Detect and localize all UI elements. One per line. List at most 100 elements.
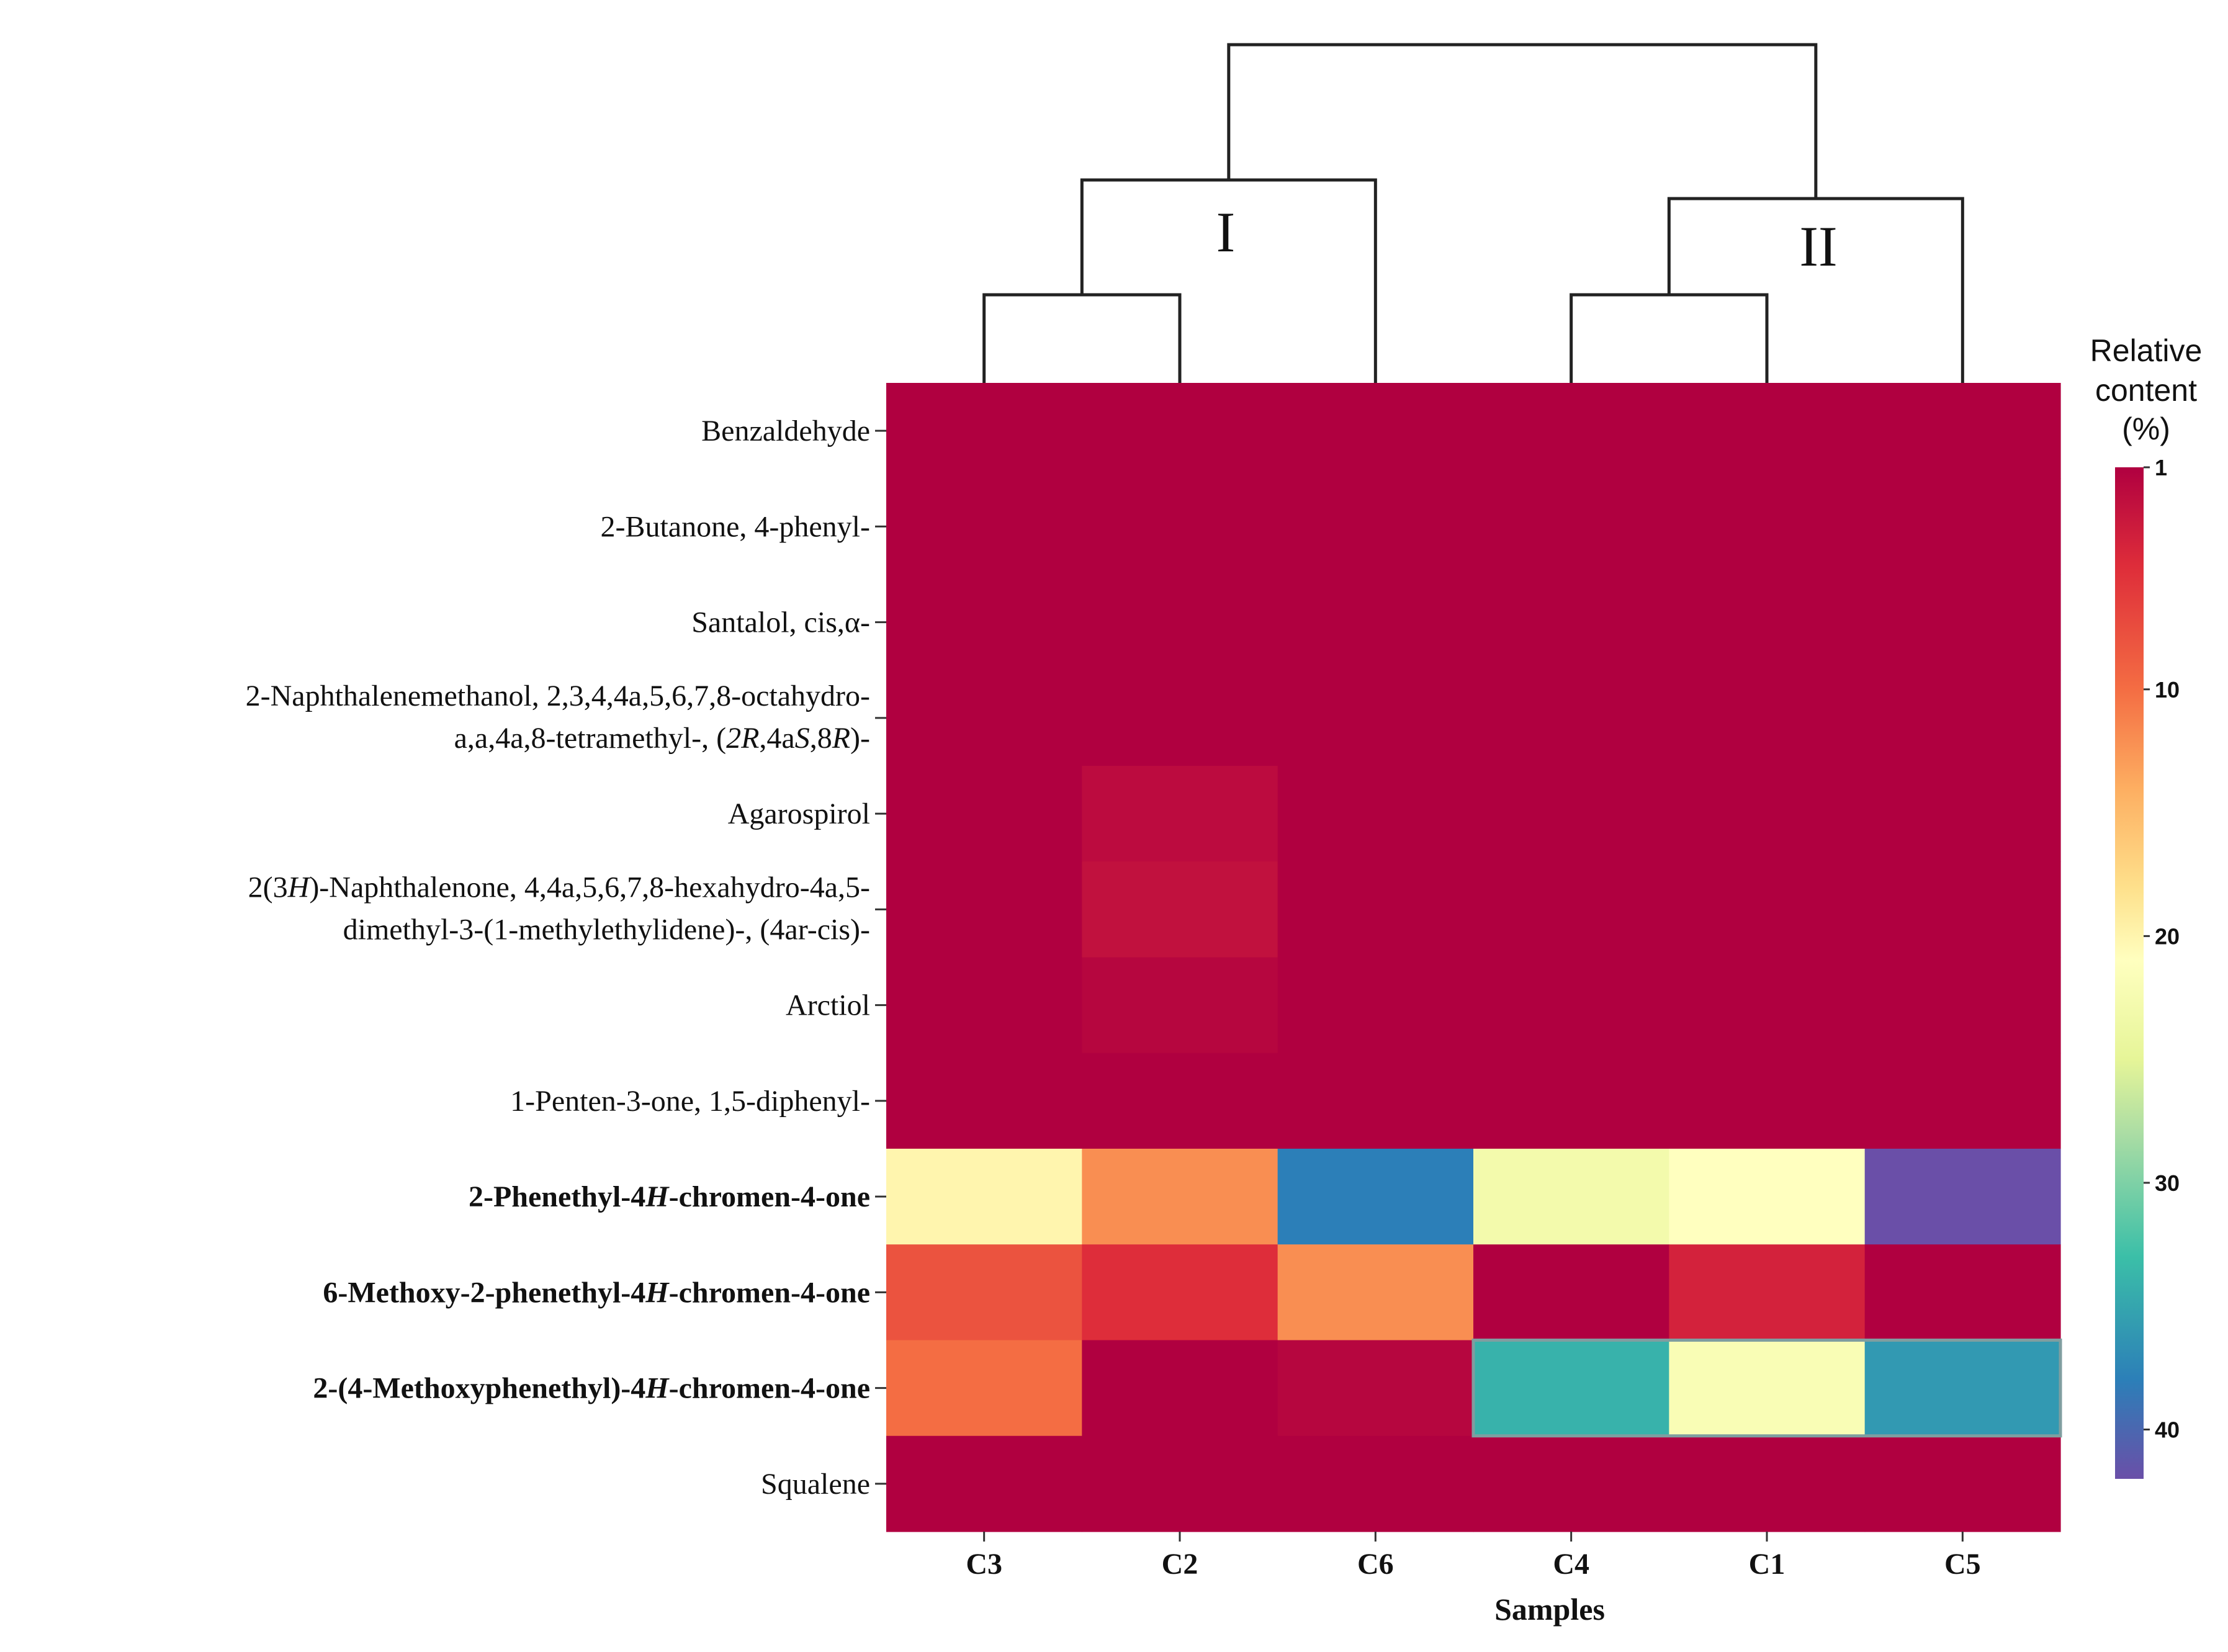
heatmap-cell: [1277, 574, 1474, 671]
heatmap-cell: [1864, 383, 2061, 479]
column-label: C6: [1357, 1548, 1394, 1581]
heatmap-cell: [1669, 1244, 1866, 1341]
row-label: Agarospirol: [728, 797, 870, 830]
heatmap-cell: [1864, 766, 2061, 862]
row-label: 2-Phenethyl-4H-chromen-4-one: [469, 1180, 870, 1213]
column-label: C5: [1944, 1548, 1981, 1581]
row-labels: Benzaldehyde 2-Butanone, 4-phenyl- Santalo…: [246, 415, 886, 1501]
dendrogram-link: [1227, 43, 1818, 199]
heatmap-cell: [1864, 1053, 2061, 1149]
heatmap-cell: [1473, 1149, 1669, 1245]
heatmap-cell: [1082, 670, 1278, 766]
row-label: 1-Penten-3-one, 1,5-diphenyl-: [510, 1085, 870, 1118]
colorbar-tick-label: 10: [2155, 677, 2180, 703]
heatmap-cell: [886, 1149, 1082, 1245]
row-label: 6-Methoxy-2-phenethyl-4H-chromen-4-one: [323, 1276, 870, 1309]
colorbar: 1 10 20 30 40 Relative content(%): [2090, 333, 2203, 1479]
row-label-part: 2-(4-Methoxyphenethyl)-4: [313, 1372, 645, 1405]
heatmap-cell: [886, 957, 1082, 1054]
heatmap-cell: [1082, 1244, 1278, 1341]
dendrogram-link: [982, 293, 1182, 383]
heatmap-cell: [1082, 1435, 1278, 1532]
heatmap-cell: [1082, 1340, 1278, 1437]
colorbar-title-line: Relative: [2090, 333, 2203, 368]
row-label-part: 2R: [726, 722, 759, 755]
row-label-part: 2-Butanone, 4-phenyl-: [600, 510, 870, 543]
heatmap-cell: [1473, 478, 1669, 575]
heatmap-cell: [1277, 1149, 1474, 1245]
heatmap-cell: [1864, 670, 2061, 766]
dendrogram-link: [1570, 293, 1769, 383]
column-labels: C3 C2 C6 C4 C1 C5: [966, 1532, 1981, 1581]
row-label: 2(3H)-Naphthalenone, 4,4a,5,6,7,8-hexahy…: [248, 871, 870, 904]
heatmap-cell: [1669, 1435, 1866, 1532]
heatmap-cell: [1473, 670, 1669, 766]
row-label: 2-Butanone, 4-phenyl-: [600, 510, 870, 543]
row-label-part: H: [645, 1276, 670, 1309]
heatmap-cell: [1669, 670, 1866, 766]
row-label-part: -chromen-4-one: [669, 1372, 870, 1405]
row-label-part: -chromen-4-one: [669, 1276, 870, 1309]
heatmap-cell: [1473, 766, 1669, 862]
heatmap-cell: [886, 1435, 1082, 1532]
heatmap-cell: [1864, 1244, 2061, 1341]
colorbar-gradient: [2115, 467, 2144, 1479]
heatmap-cell: [1277, 861, 1474, 958]
heatmap-cell: [1277, 1435, 1474, 1532]
row-label-part: Benzaldehyde: [701, 415, 870, 447]
heatmap-cell: [886, 861, 1082, 958]
row-label-part: ,8: [810, 722, 832, 755]
heatmap-cell: [1669, 861, 1866, 958]
heatmap-cell: [1277, 478, 1474, 575]
heatmap-cell: [1082, 383, 1278, 479]
heatmap-cell: [886, 1244, 1082, 1341]
row-label-part: Santalol, cis,α-: [691, 606, 870, 639]
heatmap-cell: [1277, 383, 1474, 479]
heatmap-cell: [1082, 957, 1278, 1054]
heatmap-cell: [1277, 1340, 1474, 1437]
heatmap-cell: [886, 574, 1082, 671]
heatmap-cell: [1864, 861, 2061, 958]
row-label-line2: dimethyl-3-(1-methylethylidene)-, (4ar-c…: [343, 913, 870, 946]
heatmap-cell: [1473, 861, 1669, 958]
heatmap-cell: [886, 383, 1082, 479]
colorbar-title-line: content: [2095, 373, 2197, 408]
row-label: Squalene: [761, 1468, 870, 1501]
row-label-part: Arctiol: [786, 989, 870, 1022]
heatmap-cell: [1277, 957, 1474, 1054]
heatmap-cell: [1864, 1340, 2061, 1437]
heatmap-cell: [1277, 1053, 1474, 1149]
heatmap-cell: [1864, 957, 2061, 1054]
heatmap-cell: [1277, 766, 1474, 862]
column-label: C4: [1553, 1548, 1589, 1581]
row-label-part: ,4a: [759, 722, 794, 755]
heatmap-cell: [1473, 1053, 1669, 1149]
heatmap-cell: [1473, 383, 1669, 479]
row-label-part: 2-Naphthalenemethanol, 2,3,4,4a,5,6,7,8-…: [246, 680, 870, 712]
heatmap-cell: [886, 766, 1082, 862]
row-label-part: 2-Phenethyl-4: [469, 1180, 645, 1213]
heatmap-cell: [1473, 957, 1669, 1054]
row-label: Santalol, cis,α-: [691, 606, 870, 639]
row-label-part: -chromen-4-one: [669, 1180, 870, 1213]
heatmap-cells: [886, 383, 2062, 1532]
heatmap-cell: [1864, 1435, 2061, 1532]
heatmap-cell: [1864, 478, 2061, 575]
row-label-part: )-: [850, 722, 870, 755]
row-label-part: H: [287, 871, 311, 904]
row-label-part: R: [832, 722, 850, 755]
heatmap-cell: [886, 478, 1082, 575]
heatmap-cell: [1473, 1340, 1669, 1437]
row-label: 2-(4-Methoxyphenethyl)-4H-chromen-4-one: [313, 1372, 870, 1405]
x-axis-title: Samples: [1494, 1592, 1605, 1627]
row-label-part: Squalene: [761, 1468, 870, 1501]
column-label: C1: [1749, 1548, 1786, 1581]
row-label-part: 6-Methoxy-2-phenethyl-4: [323, 1276, 645, 1309]
heatmap-cell: [1082, 1053, 1278, 1149]
heatmap-cell: [1473, 574, 1669, 671]
row-label-part: dimethyl-3-(1-methylethylidene)-, (4ar-c…: [343, 913, 870, 946]
row-label: Benzaldehyde: [701, 415, 870, 447]
colorbar-title-line: (%): [2122, 411, 2170, 446]
colorbar-tick-label: 30: [2155, 1170, 2180, 1196]
